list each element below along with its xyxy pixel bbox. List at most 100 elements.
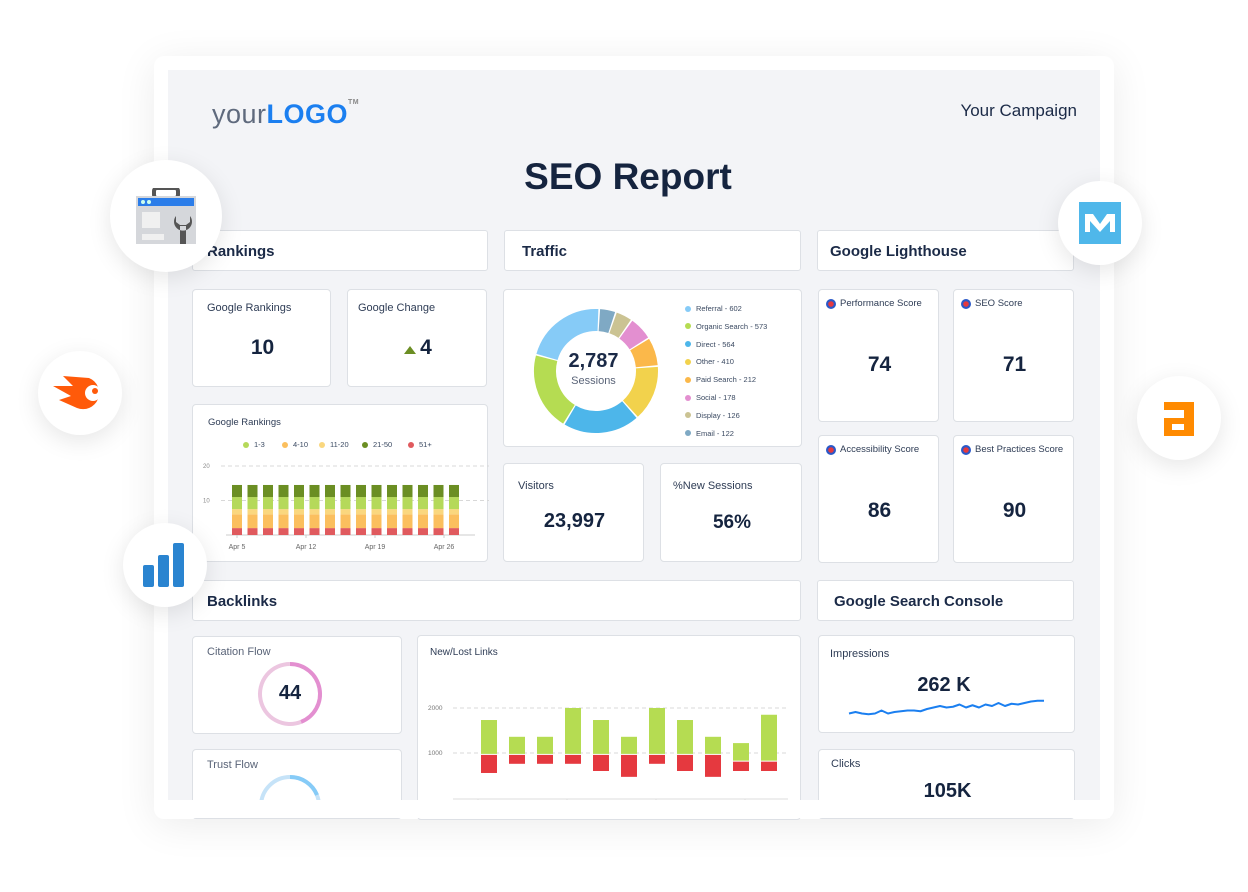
google-search-console-icon: [136, 188, 196, 244]
bar-segment: [247, 514, 258, 529]
bar-segment: [232, 514, 242, 529]
bar-segment: [278, 484, 289, 498]
semrush-bubble: [38, 351, 122, 435]
impressions-sparkline: [848, 699, 1044, 716]
x-tick-label: Apr 26: [434, 544, 455, 551]
moz-bubble: [1058, 181, 1142, 265]
y-tick-label: 2000: [428, 705, 443, 712]
google-change-card: Google Change 4: [347, 289, 487, 387]
google-search-console-bubble: [110, 160, 222, 272]
lighthouse-score-card: Performance Score 74: [818, 289, 939, 422]
donut-slice: [609, 312, 631, 339]
bar-segment: [449, 497, 459, 510]
bar-segment: [387, 514, 397, 529]
bar-segment: [247, 509, 258, 515]
lost-links-bar: [677, 754, 693, 771]
lighthouse-title: Performance Score: [826, 298, 922, 309]
card-label: %New Sessions: [673, 480, 753, 492]
bar-segment: [449, 514, 459, 529]
card-value: 10: [250, 336, 275, 359]
lost-links-bar: [481, 754, 497, 773]
legend-dot: [685, 341, 691, 348]
card-value: 23,997: [543, 510, 606, 532]
new-links-bar: [565, 708, 581, 754]
triangle-up-icon: [404, 346, 417, 354]
bar-segment: [356, 528, 366, 535]
lighthouse-label: Accessibility Score: [840, 444, 920, 455]
bar-segment: [325, 528, 335, 535]
logo-tm: TM: [348, 99, 360, 106]
bar-segment: [263, 497, 273, 510]
rankings-chart: 20 10 Apr 5 Apr 12 Apr 19 Apr 26: [203, 464, 489, 551]
bar-segment: [263, 484, 273, 498]
legend-label: Display - 126: [696, 410, 740, 420]
bar-segment: [433, 514, 444, 529]
legend-dot: [319, 441, 325, 448]
bar-segment: [371, 528, 382, 535]
legend-item: Paid Search - 212: [685, 375, 756, 384]
bar-segment: [433, 497, 444, 510]
lost-links-bar: [621, 754, 637, 777]
bar-segment: [433, 509, 444, 515]
legend-label: Paid Search - 212: [696, 375, 757, 385]
semrush-icon: [53, 376, 101, 410]
bar-segment: [402, 497, 413, 510]
sessions-donut-card: 2,787 Sessions Referral - 602 Organic Sea…: [503, 289, 802, 447]
sessions-donut: [534, 309, 658, 433]
bar-segment: [232, 509, 242, 515]
citation-flow-card: Citation Flow 44: [192, 636, 402, 734]
legend-label: Direct - 564: [696, 339, 735, 349]
bar-segment: [387, 497, 397, 510]
bar-segment: [247, 497, 258, 510]
lighthouse-score-value: 86: [867, 499, 892, 522]
legend-dot: [408, 441, 414, 448]
legend-label: Referral - 602: [696, 304, 742, 313]
lighthouse-title: Best Practices Score: [961, 444, 1063, 455]
analytics-bubble: [123, 523, 207, 607]
chart-title: New/Lost Links: [430, 647, 498, 658]
bar-segment: [309, 509, 320, 515]
bar-segment: [232, 484, 242, 498]
bar-segment: [294, 514, 304, 529]
logo-text-bold: LOGO: [266, 99, 349, 129]
bar-segment: [325, 484, 335, 498]
bar-segment: [418, 497, 428, 510]
lost-links-bar: [509, 754, 525, 764]
new-links-bar: [481, 720, 497, 754]
card-label: Google Change: [358, 302, 436, 314]
bar-segment: [402, 514, 413, 529]
new-links-bar: [509, 736, 525, 754]
bar-chart-analytics-icon: [143, 543, 184, 587]
lighthouse-gauge: [826, 444, 836, 455]
lost-links-bar: [705, 754, 721, 777]
bar-segment: [356, 484, 366, 498]
lost-links-bar: [593, 754, 609, 771]
new-links-bar: [677, 720, 693, 754]
legend-dot: [362, 441, 368, 448]
legend-label: 21-50: [373, 440, 393, 449]
legend-label: Organic Search - 573: [696, 321, 768, 331]
google-rankings-card: Google Rankings 10: [192, 289, 331, 387]
bar-segment: [371, 484, 382, 498]
bar-segment: [387, 509, 397, 515]
legend-dot: [685, 412, 691, 419]
bar-segment: [402, 528, 413, 535]
legend-item: Referral - 602: [685, 304, 742, 313]
legend-item: Email - 122: [685, 429, 734, 438]
bar-segment: [294, 528, 304, 535]
legend-item: Display - 126: [685, 411, 740, 420]
card-value: 44: [278, 682, 302, 704]
bar-segment: [247, 484, 258, 498]
card-value: 4: [420, 336, 432, 359]
bar-segment: [294, 484, 304, 498]
new-lost-links-chart: 2000 1000: [428, 705, 788, 802]
new-links-bar: [593, 720, 609, 754]
legend-item: Other - 410: [685, 357, 734, 366]
lighthouse-score-value: 90: [1002, 499, 1027, 522]
visitors-card: Visitors 23,997: [503, 463, 644, 562]
y-tick-label: 10: [203, 499, 210, 505]
logo: yourLOGOTM: [212, 99, 359, 130]
bar-segment: [309, 528, 320, 535]
lighthouse-title: SEO Score: [961, 298, 1023, 309]
legend-dot: [685, 430, 691, 437]
